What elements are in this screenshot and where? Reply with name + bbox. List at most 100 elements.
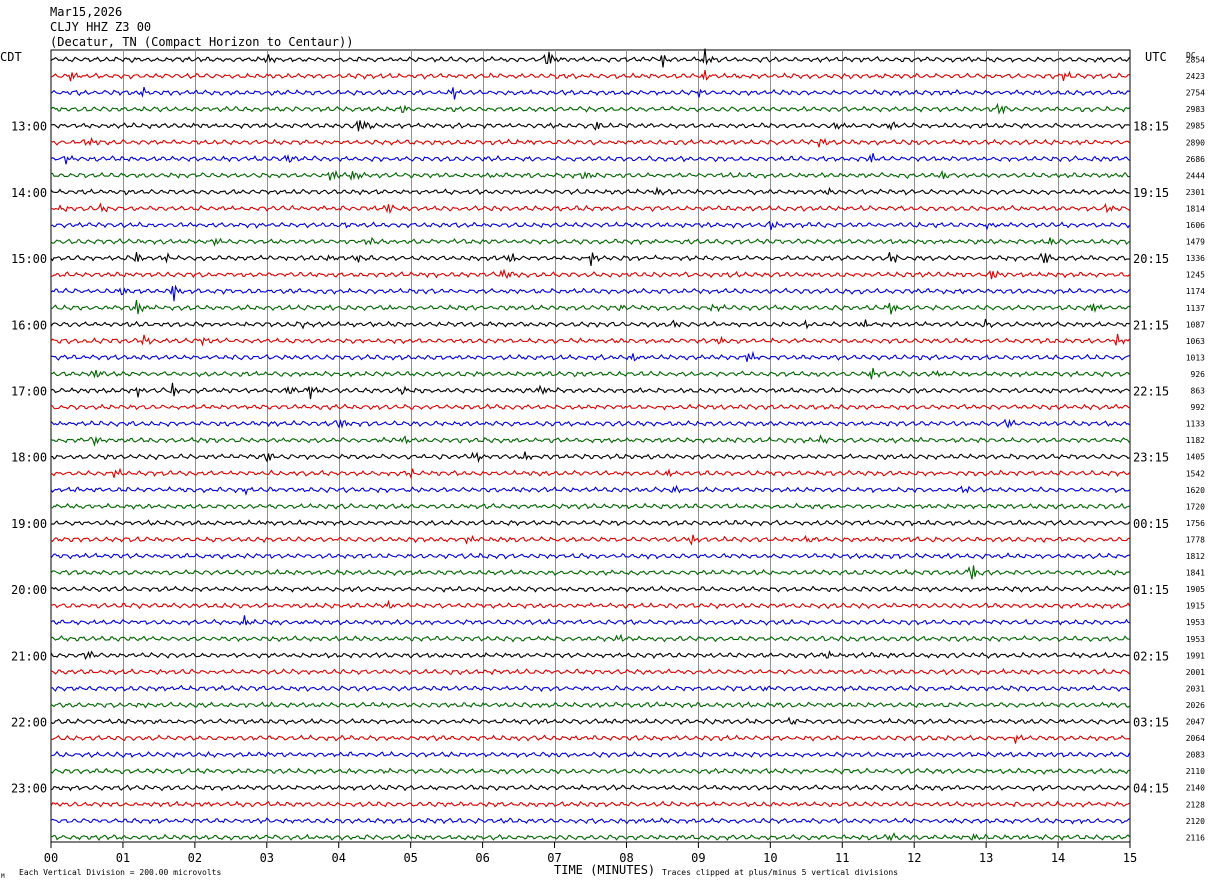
dc-offset-value: 1953: [1186, 618, 1205, 627]
seismic-trace: [50, 467, 1130, 480]
seismic-trace: [50, 382, 1130, 400]
dc-offset-value: 2983: [1186, 105, 1205, 114]
utc-hour-label: 22:15: [1133, 385, 1169, 399]
cdt-hour-label: 22:00: [11, 716, 47, 730]
dc-offset-value: 1841: [1186, 569, 1205, 578]
x-axis-title: TIME (MINUTES): [554, 863, 655, 877]
x-tick-label: 09: [691, 851, 705, 865]
dc-offset-value: 1778: [1186, 535, 1205, 544]
right-timezone-label: UTC: [1145, 50, 1167, 64]
seismic-trace: [50, 734, 1130, 744]
header-date: Mar15,2026: [50, 5, 122, 19]
dc-offset-value: 2128: [1186, 800, 1205, 809]
seismic-trace: [50, 633, 1130, 643]
utc-hour-label: 19:15: [1133, 186, 1169, 200]
seismic-trace: [50, 333, 1130, 347]
dc-offset-value: 1991: [1186, 651, 1205, 660]
left-timezone-label: CDT: [0, 50, 22, 64]
x-tick-label: 08: [619, 851, 633, 865]
cdt-hour-label: 14:00: [11, 186, 47, 200]
dc-offset-value: 2890: [1186, 138, 1205, 147]
seismic-trace: [50, 599, 1130, 610]
header-location: (Decatur, TN (Compact Horizon to Centaur…: [50, 35, 353, 49]
utc-hour-label: 02:15: [1133, 649, 1169, 663]
utc-hour-label: 18:15: [1133, 120, 1169, 134]
utc-hour-label: 04:15: [1133, 782, 1169, 796]
seismic-trace: [50, 251, 1130, 266]
seismic-trace: [50, 367, 1130, 380]
seismic-trace: [50, 716, 1130, 726]
seismic-trace: [50, 451, 1130, 464]
dc-offset-value: 2026: [1186, 701, 1205, 710]
cdt-hour-label: 13:00: [11, 120, 47, 134]
dc-offset-value: 2854: [1186, 56, 1205, 65]
x-tick-label: 02: [188, 851, 202, 865]
x-tick-label: 07: [547, 851, 561, 865]
trace-rows: [50, 48, 1131, 842]
x-tick-label: 13: [979, 851, 993, 865]
dc-offset-value: 1756: [1186, 519, 1205, 528]
dc-offset-header: DC: [1186, 51, 1196, 60]
seismic-trace: [50, 701, 1130, 709]
dc-offset-value: 1953: [1186, 635, 1205, 644]
dc-offset-value: 2110: [1186, 767, 1205, 776]
scale-note: Each Vertical Division = 200.00 microvol…: [19, 868, 221, 877]
utc-hour-label: 01:15: [1133, 583, 1169, 597]
dc-offset-value: 2754: [1186, 89, 1205, 98]
seismic-trace: [50, 70, 1130, 82]
dc-offset-value: 1606: [1186, 221, 1205, 230]
seismic-trace: [50, 484, 1130, 496]
seismic-trace: [50, 186, 1130, 196]
x-tick-label: 14: [1051, 851, 1065, 865]
seismic-trace: [50, 153, 1130, 165]
dc-offset-value: 2444: [1186, 171, 1205, 180]
cdt-hour-label: 19:00: [11, 517, 47, 531]
seismic-trace: [50, 649, 1130, 661]
corner-mark: M: [1, 873, 5, 880]
dc-offset-value: 1814: [1186, 204, 1205, 213]
cdt-hour-label: 21:00: [11, 649, 47, 663]
cdt-hour-label: 17:00: [11, 385, 47, 399]
dc-offset-value: 1013: [1186, 353, 1205, 362]
utc-hour-label: 03:15: [1133, 716, 1169, 730]
seismic-trace: [50, 48, 1130, 68]
seismic-trace: [50, 817, 1130, 825]
seismic-trace: [50, 284, 1130, 302]
cdt-hour-label: 23:00: [11, 782, 47, 796]
seismic-trace: [50, 418, 1130, 429]
seismic-trace: [50, 120, 1130, 132]
utc-hour-label: 00:15: [1133, 517, 1169, 531]
dc-offset-value: 863: [1191, 387, 1206, 396]
seismic-trace: [50, 684, 1130, 693]
seismic-trace: [50, 403, 1130, 411]
seismic-trace: [50, 552, 1130, 560]
x-tick-label: 05: [403, 851, 417, 865]
cdt-hour-label: 16:00: [11, 318, 47, 332]
x-tick-label: 10: [763, 851, 777, 865]
dc-offset-value: 1620: [1186, 486, 1205, 495]
seismic-trace: [50, 519, 1130, 527]
dc-offset-value: 992: [1191, 403, 1206, 412]
clip-note: Traces clipped at plus/minus 5 vertical …: [662, 868, 898, 877]
seismic-trace: [50, 299, 1130, 315]
seismic-trace: [50, 220, 1130, 231]
cdt-hour-labels: 13:00 14:00 15:00 16:00 17:00 18:00 19:00 20:00…: [11, 120, 47, 796]
x-tick-label: 12: [907, 851, 921, 865]
seismic-trace: [50, 202, 1130, 215]
dc-offset-value: 1245: [1186, 271, 1205, 280]
utc-hour-labels: 18:15 19:15 20:15 21:15 22:15 23:15 00:15 01:15…: [1133, 120, 1169, 796]
seismic-trace: [50, 169, 1130, 181]
x-tick-label: 01: [116, 851, 130, 865]
seismic-trace: [50, 800, 1130, 808]
dc-offset-value: 2120: [1186, 817, 1205, 826]
x-tick-label: 06: [475, 851, 489, 865]
dc-offset-value: 2064: [1186, 734, 1205, 743]
dc-offset-value: 2031: [1186, 684, 1205, 693]
dc-offset-value: 1174: [1186, 287, 1205, 296]
dc-offset-value: 926: [1191, 370, 1206, 379]
dc-offset-labels: 2854 2423 2754 2983 2985 2890 2686 2444 2301 1814…: [1186, 56, 1205, 843]
dc-offset-value: 1405: [1186, 453, 1205, 462]
dc-offset-value: 2116: [1186, 833, 1205, 842]
dc-offset-value: 1905: [1186, 585, 1205, 594]
seismic-trace: [50, 750, 1131, 759]
